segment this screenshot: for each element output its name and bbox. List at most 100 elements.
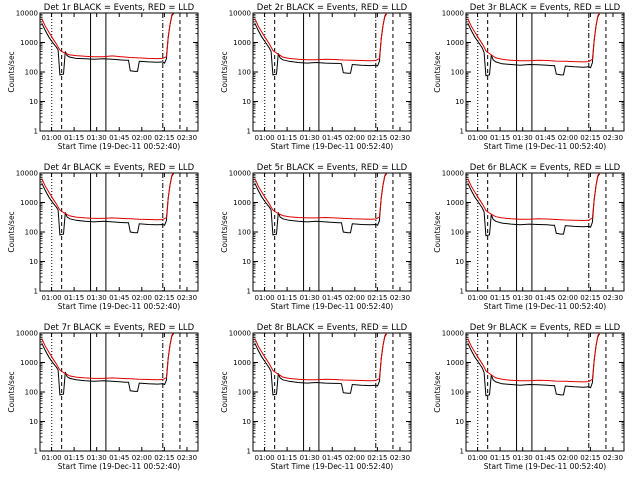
- x-tick-label: 01:30: [300, 294, 320, 302]
- series-line-lld: [467, 173, 600, 222]
- chart-title: Det 6r BLACK = Events, RED = LLD: [470, 163, 621, 173]
- y-tick-label: 1: [460, 128, 464, 136]
- y-tick-label: 1: [460, 448, 464, 456]
- y-tick-label: 10000: [229, 10, 251, 18]
- x-tick-label: 01:45: [535, 294, 555, 302]
- x-tick-label: 01:30: [513, 294, 533, 302]
- y-tick-label: 10000: [442, 10, 464, 18]
- y-axis-label: Counts/sec: [220, 371, 229, 412]
- series-line-lld: [41, 13, 174, 60]
- x-tick-label: 01:00: [254, 134, 274, 142]
- y-tick-label: 100: [25, 229, 38, 237]
- y-tick-label: 1000: [233, 39, 251, 47]
- y-tick-label: 1: [247, 128, 251, 136]
- x-tick-label: 01:15: [64, 454, 84, 462]
- chart-panel-3: Det 3r BLACK = Events, RED = LLD 1 10 100 10…: [433, 3, 625, 151]
- chart-title: Det 7r BLACK = Events, RED = LLD: [44, 323, 195, 333]
- x-tick-label: 01:15: [277, 294, 297, 302]
- y-axis-label: Counts/sec: [7, 211, 16, 252]
- series-line-events: [254, 333, 388, 396]
- x-tick-label: 01:45: [109, 134, 129, 142]
- x-tick-label: 01:15: [490, 294, 510, 302]
- x-tick-label: 01:15: [277, 454, 297, 462]
- chart-panel-9: Det 9r BLACK = Events, RED = LLD 1 10 100 10…: [433, 323, 625, 471]
- x-tick-label: 01:15: [64, 134, 84, 142]
- y-tick-label: 1000: [20, 39, 38, 47]
- chart-panel-5: Det 5r BLACK = Events, RED = LLD 1 10 100 10…: [220, 163, 412, 311]
- y-tick-label: 1000: [446, 39, 464, 47]
- y-tick-label: 10: [242, 258, 251, 266]
- x-tick-label: 02:30: [177, 454, 197, 462]
- chart-panel-8: Det 8r BLACK = Events, RED = LLD 1 10 100 10…: [220, 323, 412, 471]
- y-tick-label: 100: [25, 69, 38, 77]
- series-line-events: [41, 13, 175, 76]
- x-tick-label: 02:30: [390, 294, 410, 302]
- y-tick-label: 10: [455, 418, 464, 426]
- x-tick-label: 01:00: [467, 134, 487, 142]
- y-tick-label: 1: [34, 288, 38, 296]
- x-axis-label: Start Time (19-Dec-11 00:52:40): [58, 462, 180, 471]
- x-axis-label: Start Time (19-Dec-11 00:52:40): [484, 302, 606, 311]
- series-line-lld: [254, 333, 387, 382]
- chart-panel-4: Det 4r BLACK = Events, RED = LLD 1 10 100 10…: [7, 163, 199, 311]
- y-tick-label: 100: [451, 229, 464, 237]
- x-axis-label: Start Time (19-Dec-11 00:52:40): [271, 142, 393, 151]
- y-tick-label: 100: [451, 69, 464, 77]
- y-axis-label: Counts/sec: [7, 371, 16, 412]
- series-line-lld: [254, 13, 387, 62]
- x-tick-label: 01:00: [467, 454, 487, 462]
- x-tick-label: 02:30: [603, 294, 623, 302]
- series-line-events: [467, 333, 601, 397]
- x-tick-label: 01:00: [41, 294, 61, 302]
- y-tick-label: 1000: [20, 199, 38, 207]
- x-tick-label: 02:00: [558, 294, 578, 302]
- y-tick-label: 100: [238, 389, 251, 397]
- chart-title: Det 4r BLACK = Events, RED = LLD: [44, 163, 195, 173]
- series-line-events: [254, 173, 388, 236]
- series-line-events: [467, 13, 601, 77]
- x-tick-label: 01:45: [322, 454, 342, 462]
- x-tick-label: 01:00: [254, 454, 274, 462]
- series-line-events: [41, 173, 175, 236]
- y-tick-label: 10000: [16, 170, 38, 178]
- y-tick-label: 10: [242, 418, 251, 426]
- x-tick-label: 02:00: [345, 294, 365, 302]
- x-tick-label: 02:15: [154, 134, 174, 142]
- y-axis-label: Counts/sec: [220, 211, 229, 252]
- y-tick-label: 1000: [233, 199, 251, 207]
- x-axis-label: Start Time (19-Dec-11 00:52:40): [271, 462, 393, 471]
- y-tick-label: 10000: [229, 330, 251, 338]
- chart-panel-7: Det 7r BLACK = Events, RED = LLD 1 10 100 10…: [7, 323, 199, 471]
- x-tick-label: 01:00: [254, 294, 274, 302]
- series-line-events: [41, 333, 175, 396]
- x-tick-label: 02:30: [603, 134, 623, 142]
- y-tick-label: 1000: [446, 359, 464, 367]
- x-tick-label: 01:15: [277, 134, 297, 142]
- x-tick-label: 01:30: [513, 134, 533, 142]
- x-tick-label: 02:00: [132, 134, 152, 142]
- y-tick-label: 10: [455, 98, 464, 106]
- y-axis-label: Counts/sec: [433, 211, 442, 252]
- chart-title: Det 2r BLACK = Events, RED = LLD: [257, 3, 408, 13]
- y-axis-label: Counts/sec: [433, 371, 442, 412]
- chart-title: Det 3r BLACK = Events, RED = LLD: [470, 3, 621, 13]
- y-tick-label: 10: [29, 258, 38, 266]
- y-tick-label: 10000: [16, 10, 38, 18]
- x-tick-label: 02:30: [603, 454, 623, 462]
- x-tick-label: 01:00: [41, 134, 61, 142]
- chart-title: Det 5r BLACK = Events, RED = LLD: [257, 163, 408, 173]
- x-tick-label: 01:45: [109, 454, 129, 462]
- x-tick-label: 02:00: [345, 134, 365, 142]
- series-line-lld: [467, 13, 600, 63]
- x-axis-label: Start Time (19-Dec-11 00:52:40): [58, 142, 180, 151]
- x-axis-label: Start Time (19-Dec-11 00:52:40): [271, 302, 393, 311]
- y-tick-label: 1000: [446, 199, 464, 207]
- y-axis-label: Counts/sec: [220, 51, 229, 92]
- y-tick-label: 10: [29, 98, 38, 106]
- y-tick-label: 100: [238, 229, 251, 237]
- x-tick-label: 02:15: [580, 294, 600, 302]
- x-tick-label: 01:00: [41, 454, 61, 462]
- series-line-lld: [41, 333, 174, 381]
- x-tick-label: 02:15: [154, 454, 174, 462]
